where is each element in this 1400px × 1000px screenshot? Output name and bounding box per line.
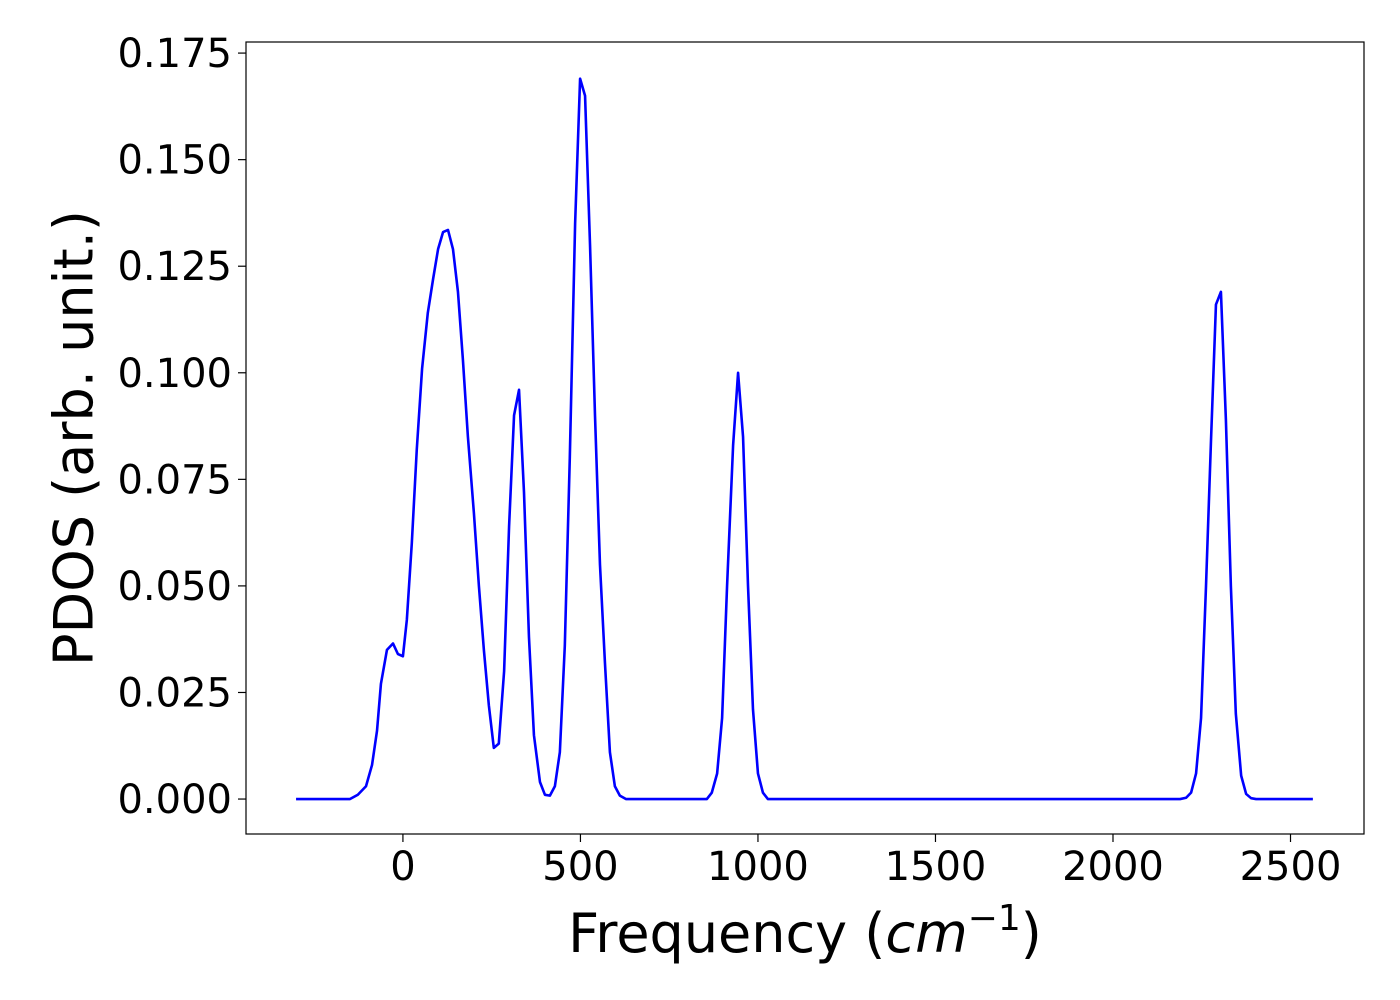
x-tick-label: 1000 (707, 844, 809, 890)
x-label-exponent: −1 (968, 898, 1021, 939)
x-axis-label: Frequency (cm−1) (568, 898, 1042, 965)
plot-frame (245, 41, 1365, 835)
y-tick-label: 0.125 (117, 244, 232, 290)
x-label-text: Frequency ( (568, 902, 885, 965)
x-tick-label: 500 (542, 844, 618, 890)
x-label-close: ) (1021, 902, 1042, 965)
x-tick-label: 1500 (885, 844, 987, 890)
x-tick-label: 0 (390, 844, 415, 890)
y-tick-label: 0.100 (117, 351, 232, 397)
y-tick-label: 0.000 (117, 777, 232, 823)
y-axis-label: PDOS (arb. unit.) (43, 210, 106, 666)
data-line (296, 77, 1313, 801)
x-tick-label: 2000 (1062, 844, 1164, 890)
y-tick-label: 0.150 (117, 138, 232, 184)
y-tick-label: 0.050 (117, 564, 232, 610)
y-tick-label: 0.175 (117, 31, 232, 77)
x-tick-label: 2500 (1240, 844, 1342, 890)
y-tick-label: 0.025 (117, 670, 232, 716)
x-label-unit: cm (885, 902, 967, 965)
y-tick-label: 0.075 (117, 457, 232, 503)
